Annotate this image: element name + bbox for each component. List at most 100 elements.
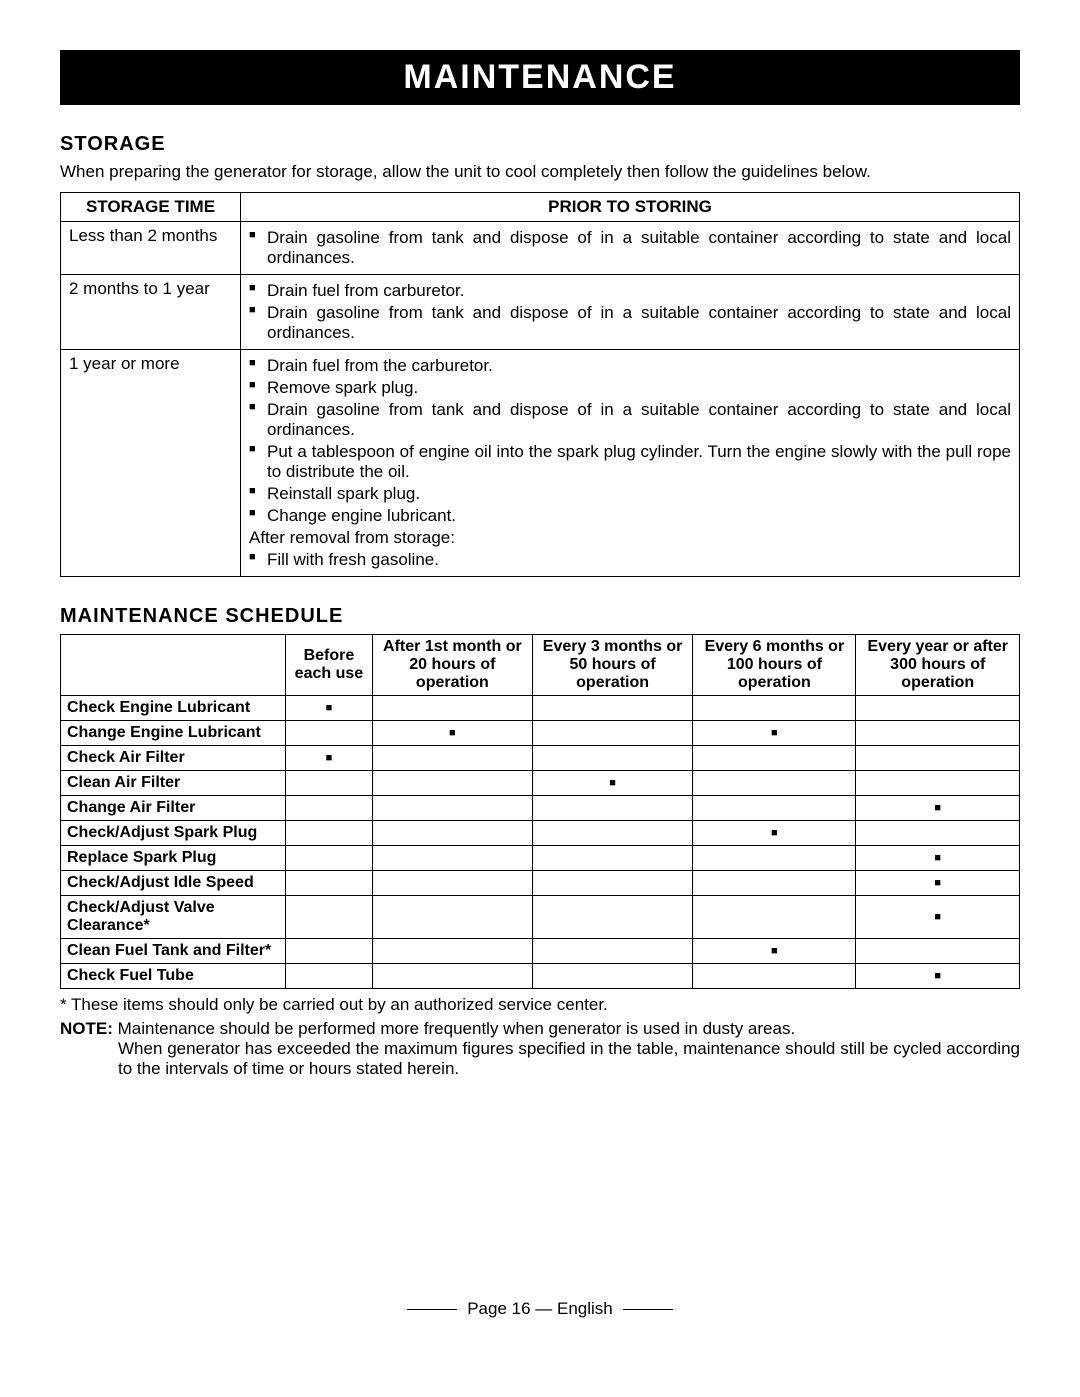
storage-bullet: Drain gasoline from tank and dispose of … [249,400,1011,440]
schedule-mark-cell: ■ [856,871,1020,896]
schedule-col-header: Every year or after 300 hours of operati… [856,635,1020,696]
schedule-col-header: Every 6 months or 100 hours of operation [693,635,856,696]
storage-bullet: Reinstall spark plug. [249,484,1011,504]
schedule-mark-cell [693,896,856,939]
schedule-task-name: Check Air Filter [61,746,286,771]
schedule-mark-cell: ■ [693,821,856,846]
schedule-mark-cell: ■ [286,696,373,721]
storage-bullet: Drain fuel from carburetor. [249,281,1011,301]
note-text-1: Maintenance should be performed more fre… [113,1019,795,1038]
schedule-mark-cell: ■ [286,746,373,771]
storage-bullet: Fill with fresh gasoline. [249,550,1011,570]
schedule-mark-cell [532,721,692,746]
schedule-note: NOTE: Maintenance should be performed mo… [60,1019,1020,1079]
schedule-task-name: Check/Adjust Valve Clearance* [61,896,286,939]
schedule-mark-cell [693,771,856,796]
storage-actions-cell: Drain fuel from carburetor.Drain gasolin… [241,275,1020,350]
schedule-mark-cell: ■ [372,721,532,746]
schedule-mark-cell: ■ [693,939,856,964]
schedule-mark-cell [532,896,692,939]
schedule-mark-cell [372,796,532,821]
schedule-mark-cell [856,821,1020,846]
schedule-mark-cell [693,964,856,989]
page-banner: MAINTENANCE [60,50,1020,105]
storage-time-cell: 2 months to 1 year [61,275,241,350]
schedule-mark-cell [693,696,856,721]
schedule-mark-cell [856,939,1020,964]
storage-bullet: Remove spark plug. [249,378,1011,398]
schedule-mark-cell [856,771,1020,796]
schedule-mark-cell [286,896,373,939]
schedule-footnote: * These items should only be carried out… [60,995,1020,1015]
schedule-mark-cell [372,746,532,771]
storage-bullet: Change engine lubricant. [249,506,1011,526]
schedule-mark-cell [856,696,1020,721]
schedule-mark-cell [693,871,856,896]
schedule-mark-cell [286,964,373,989]
schedule-mark-cell [693,796,856,821]
storage-actions-cell: Drain fuel from the carburetor.Remove sp… [241,350,1020,577]
page-footer: Page 16 — English [60,1299,1020,1319]
schedule-task-name: Check/Adjust Idle Speed [61,871,286,896]
schedule-mark-cell [286,846,373,871]
schedule-mark-cell: ■ [856,896,1020,939]
schedule-mark-cell [532,746,692,771]
note-text-2: When generator has exceeded the maximum … [118,1039,1020,1079]
schedule-mark-cell [532,939,692,964]
schedule-mark-cell [532,696,692,721]
storage-heading: STORAGE [60,133,1020,156]
schedule-mark-cell [856,721,1020,746]
note-label: NOTE: [60,1019,113,1038]
schedule-mark-cell [693,746,856,771]
schedule-task-name: Change Air Filter [61,796,286,821]
schedule-mark-cell [693,846,856,871]
schedule-task-name: Clean Air Filter [61,771,286,796]
storage-time-cell: Less than 2 months [61,222,241,275]
storage-bullet: Put a tablespoon of engine oil into the … [249,442,1011,482]
schedule-mark-cell [286,721,373,746]
schedule-mark-cell [856,746,1020,771]
schedule-mark-cell [286,871,373,896]
storage-bullet: Drain gasoline from tank and dispose of … [249,228,1011,268]
schedule-task-name: Check/Adjust Spark Plug [61,821,286,846]
storage-table: STORAGE TIME PRIOR TO STORING Less than … [60,192,1020,577]
schedule-mark-cell [532,846,692,871]
schedule-mark-cell [286,796,373,821]
storage-intro: When preparing the generator for storage… [60,162,1020,182]
schedule-mark-cell [372,696,532,721]
schedule-table: Before each useAfter 1st month or 20 hou… [60,634,1020,989]
schedule-corner [61,635,286,696]
schedule-mark-cell: ■ [693,721,856,746]
storage-col-time: STORAGE TIME [61,193,241,222]
schedule-mark-cell [286,771,373,796]
schedule-mark-cell [372,821,532,846]
schedule-mark-cell [372,964,532,989]
storage-time-cell: 1 year or more [61,350,241,577]
storage-bullet: Drain fuel from the carburetor. [249,356,1011,376]
schedule-mark-cell [532,964,692,989]
schedule-mark-cell [286,939,373,964]
schedule-mark-cell [372,846,532,871]
schedule-col-header: After 1st month or 20 hours of operation [372,635,532,696]
schedule-mark-cell [532,871,692,896]
schedule-mark-cell [286,821,373,846]
schedule-heading: MAINTENANCE SCHEDULE [60,605,1020,628]
schedule-task-name: Change Engine Lubricant [61,721,286,746]
schedule-mark-cell [372,896,532,939]
storage-col-prior: PRIOR TO STORING [241,193,1020,222]
schedule-col-header: Before each use [286,635,373,696]
schedule-mark-cell: ■ [856,796,1020,821]
schedule-mark-cell: ■ [856,964,1020,989]
schedule-mark-cell [532,821,692,846]
schedule-mark-cell [372,939,532,964]
schedule-mark-cell: ■ [532,771,692,796]
schedule-mark-cell [372,771,532,796]
schedule-col-header: Every 3 months or 50 hours of operation [532,635,692,696]
schedule-task-name: Check Engine Lubricant [61,696,286,721]
schedule-mark-cell: ■ [856,846,1020,871]
schedule-mark-cell [372,871,532,896]
schedule-task-name: Replace Spark Plug [61,846,286,871]
schedule-task-name: Check Fuel Tube [61,964,286,989]
storage-plain-line: After removal from storage: [249,528,1011,548]
storage-bullet: Drain gasoline from tank and dispose of … [249,303,1011,343]
